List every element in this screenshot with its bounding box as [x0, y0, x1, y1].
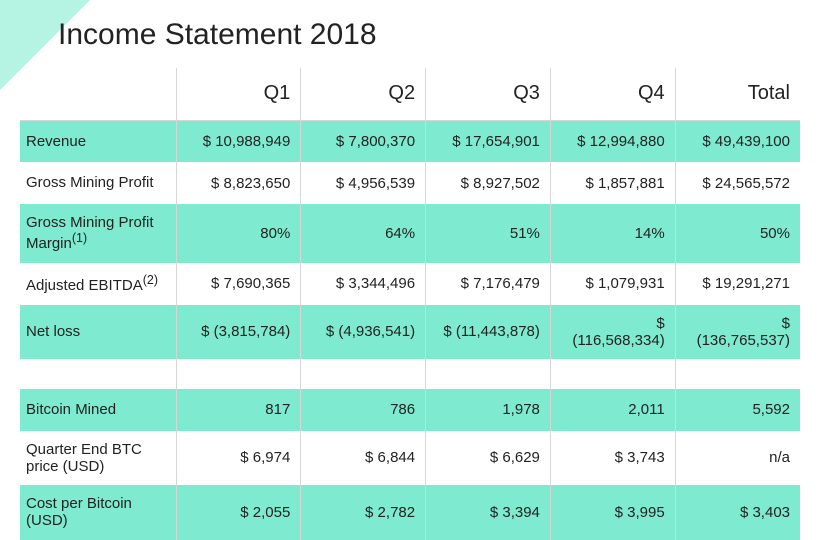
spacer-cell [550, 359, 675, 389]
table-cell: $ 8,927,502 [426, 162, 551, 204]
table-row [20, 359, 800, 389]
table-cell: $ (3,815,784) [176, 305, 301, 359]
table-row: Gross Mining Profit $ 8,823,650$ 4,956,53… [20, 162, 800, 204]
table-row: Bitcoin Mined 8177861,9782,0115,592 [20, 389, 800, 431]
row-label-text: Adjusted EBITDA [26, 277, 143, 294]
row-label-text: Net loss [26, 323, 80, 340]
table-cell: $ 2,782 [301, 485, 426, 540]
row-label: Cost per Bitcoin (USD) [20, 485, 176, 540]
table-cell: $ (4,936,541) [301, 305, 426, 359]
table-cell: $ 6,844 [301, 431, 426, 486]
row-label: Adjusted EBITDA(2) [20, 263, 176, 305]
table-header-row: Q1 Q2 Q3 Q4 Total [20, 68, 800, 120]
row-label-text: Gross Mining Profit Margin [26, 214, 154, 252]
table-cell: $ 12,994,880 [550, 120, 675, 162]
table-cell: 817 [176, 389, 301, 431]
table-row: Quarter End BTC price (USD) $ 6,974$ 6,84… [20, 431, 800, 486]
table-cell: $ 17,654,901 [426, 120, 551, 162]
table-cell: $ 3,344,496 [301, 263, 426, 305]
col-header-blank [20, 68, 176, 120]
table-row: Net loss $ (3,815,784)$ (4,936,541)$ (11,… [20, 305, 800, 359]
table-cell: $ 6,974 [176, 431, 301, 486]
spacer-cell [20, 359, 176, 389]
table-cell: 5,592 [675, 389, 800, 431]
col-header-q2: Q2 [301, 68, 426, 120]
table-cell: 786 [301, 389, 426, 431]
row-label: Revenue [20, 120, 176, 162]
table-cell: $ 4,956,539 [301, 162, 426, 204]
table-cell: 14% [550, 204, 675, 263]
table-cell: 2,011 [550, 389, 675, 431]
spacer-cell [301, 359, 426, 389]
table-cell: 1,978 [426, 389, 551, 431]
row-label-text: Revenue [26, 133, 86, 150]
table-cell: 51% [426, 204, 551, 263]
row-label: Bitcoin Mined [20, 389, 176, 431]
table-cell: 64% [301, 204, 426, 263]
row-label-sup: (2) [143, 273, 158, 287]
spacer-cell [675, 359, 800, 389]
table-row: Cost per Bitcoin (USD)$ 2,055$ 2,782$ 3,… [20, 485, 800, 540]
table-cell: $ 3,403 [675, 485, 800, 540]
table-cell: $ (116,568,334) [550, 305, 675, 359]
row-label: Quarter End BTC price (USD) [20, 431, 176, 486]
table-cell: $ 24,565,572 [675, 162, 800, 204]
col-header-total: Total [675, 68, 800, 120]
col-header-q4: Q4 [550, 68, 675, 120]
table-cell: $ 1,079,931 [550, 263, 675, 305]
table-cell: $ (136,765,537) [675, 305, 800, 359]
row-label-text: Bitcoin Mined [26, 401, 116, 418]
table-cell: 80% [176, 204, 301, 263]
row-label-sup: (1) [72, 231, 87, 245]
table-cell: $ 7,800,370 [301, 120, 426, 162]
table-cell: $ (11,443,878) [426, 305, 551, 359]
table-cell: n/a [675, 431, 800, 486]
table-cell: $ 3,394 [426, 485, 551, 540]
table-cell: $ 19,291,271 [675, 263, 800, 305]
income-table: Q1 Q2 Q3 Q4 Total Revenue$ 10,988,949$ 7… [20, 68, 800, 540]
table-cell: $ 8,823,650 [176, 162, 301, 204]
row-label-text: Quarter End BTC price (USD) [26, 441, 142, 475]
income-statement: Income Statement 2018 Q1 Q2 Q3 Q4 Total … [0, 0, 820, 540]
row-label: Net loss [20, 305, 176, 359]
table-cell: $ 3,995 [550, 485, 675, 540]
table-cell: $ 7,690,365 [176, 263, 301, 305]
row-label: Gross Mining Profit Margin(1) [20, 204, 176, 263]
table-cell: $ 1,857,881 [550, 162, 675, 204]
spacer-cell [426, 359, 551, 389]
table-cell: $ 6,629 [426, 431, 551, 486]
col-header-q1: Q1 [176, 68, 301, 120]
col-header-q3: Q3 [426, 68, 551, 120]
table-cell: $ 3,743 [550, 431, 675, 486]
row-label-text: Cost per Bitcoin (USD) [26, 495, 132, 529]
table-cell: $ 2,055 [176, 485, 301, 540]
spacer-cell [176, 359, 301, 389]
table-row: Adjusted EBITDA(2)$ 7,690,365$ 3,344,496… [20, 263, 800, 305]
row-label-text: Gross Mining Profit [26, 174, 154, 191]
table-cell: $ 49,439,100 [675, 120, 800, 162]
table-cell: $ 7,176,479 [426, 263, 551, 305]
table-row: Gross Mining Profit Margin(1)80%64%51%14… [20, 204, 800, 263]
page-title: Income Statement 2018 [58, 18, 800, 52]
row-label: Gross Mining Profit [20, 162, 176, 204]
table-cell: 50% [675, 204, 800, 263]
table-row: Revenue $ 10,988,949$ 7,800,370$ 17,654,9… [20, 120, 800, 162]
table-cell: $ 10,988,949 [176, 120, 301, 162]
